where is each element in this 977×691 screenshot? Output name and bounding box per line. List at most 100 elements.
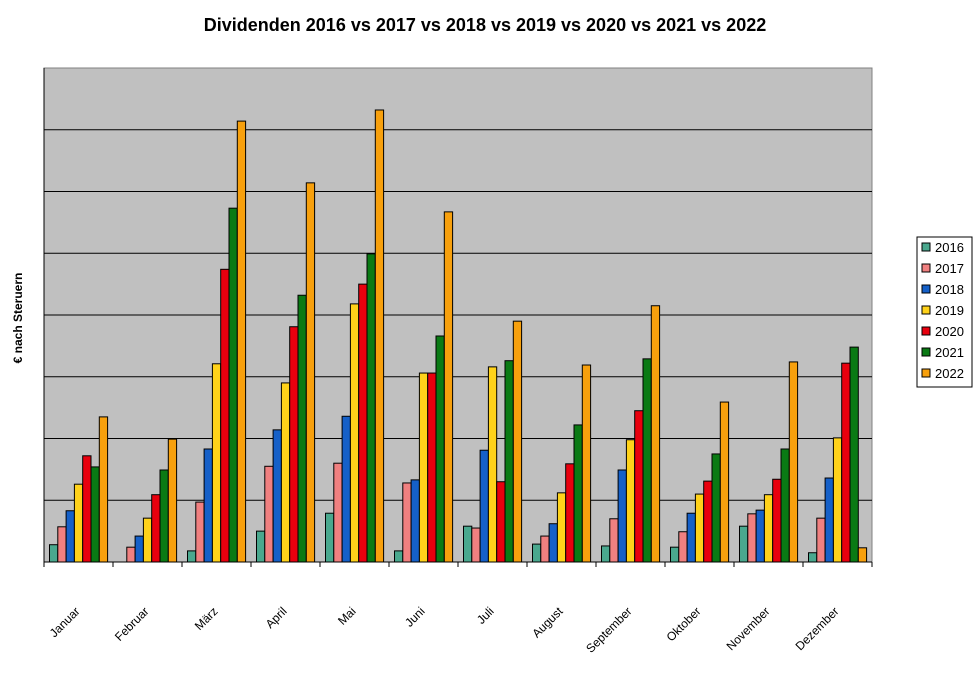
bar-2017-Januar: [57, 526, 67, 563]
bar-2016-November: [739, 525, 749, 563]
legend-label: 2017: [935, 261, 964, 276]
bar-2017-Mai: [333, 462, 343, 563]
bar-2019-September: [625, 439, 636, 563]
legend-label: 2018: [935, 282, 964, 297]
bar-2019-Oktober: [694, 493, 705, 563]
legend-label: 2020: [935, 324, 964, 339]
bar-2021-Juni: [435, 335, 445, 563]
x-tick-label: August: [529, 604, 566, 641]
chart-title: Dividenden 2016 vs 2017 vs 2018 vs 2019 …: [204, 15, 766, 35]
bar-2019-Januar: [73, 483, 84, 563]
bar-2017-November: [747, 513, 757, 563]
bar-2020-Dezember: [841, 362, 851, 563]
bar-2022-August: [581, 364, 592, 563]
bar-2016-Oktober: [670, 546, 680, 563]
bar-2019-Dezember: [832, 437, 843, 563]
bar-2016-März: [187, 550, 197, 563]
x-tick-label: September: [583, 604, 634, 655]
x-tick-label: Juni: [402, 604, 427, 629]
bar-2019-Juni: [418, 372, 429, 563]
bar-2021-September: [642, 358, 652, 563]
bar-2018-April: [272, 429, 282, 563]
bar-2019-November: [763, 494, 774, 563]
bar-2021-Mai: [366, 253, 376, 563]
bar-2022-Oktober: [719, 401, 730, 563]
bar-2022-Mai: [374, 109, 385, 563]
bar-2021-April: [297, 294, 307, 563]
x-tick-label: Oktober: [664, 604, 704, 644]
y-axis-label: € nach Steruern: [11, 273, 25, 364]
bar-2018-August: [548, 523, 558, 563]
x-tick-label: April: [263, 604, 290, 631]
legend-label: 2016: [935, 240, 964, 255]
x-tick-label: März: [192, 604, 221, 633]
legend-swatch-2021: [921, 347, 931, 357]
bar-2018-Oktober: [686, 512, 696, 563]
bar-2021-Juli: [504, 360, 514, 563]
legend-swatch-2017: [921, 263, 931, 273]
bar-2021-Februar: [159, 469, 169, 563]
bar-2021-Dezember: [849, 346, 859, 563]
legend-swatch-2019: [921, 305, 931, 315]
legend-swatch-2020: [921, 326, 931, 336]
bar-2021-März: [228, 207, 238, 563]
bar-2018-Juli: [479, 449, 489, 563]
bar-2021-Januar: [90, 466, 100, 563]
bar-2019-Februar: [142, 517, 153, 563]
bar-2022-März: [236, 120, 247, 563]
bar-2017-Juni: [402, 482, 412, 563]
bar-2016-Juni: [394, 550, 404, 563]
bar-2016-September: [601, 545, 611, 563]
bar-2017-September: [609, 518, 619, 563]
bar-2020-Juni: [427, 372, 437, 563]
legend-label: 2022: [935, 366, 964, 381]
bar-2020-März: [220, 268, 230, 563]
bar-2021-August: [573, 424, 583, 563]
bar-2016-Januar: [49, 544, 59, 563]
bar-2017-April: [264, 465, 274, 563]
x-tick-label: Dezember: [793, 604, 842, 653]
bar-2016-Dezember: [808, 552, 818, 563]
x-tick-label: November: [724, 604, 773, 653]
bar-2020-Oktober: [703, 480, 713, 563]
bar-2020-Januar: [82, 455, 92, 563]
bar-2019-August: [556, 492, 567, 563]
bar-2016-August: [532, 543, 542, 563]
bar-2022-Januar: [98, 416, 109, 563]
bar-2022-April: [305, 182, 316, 563]
x-tick-label: Februar: [112, 604, 152, 644]
bar-2019-Juli: [487, 366, 498, 563]
bar-2017-Februar: [126, 546, 136, 563]
bar-2020-September: [634, 410, 644, 563]
bar-2018-September: [617, 469, 627, 563]
bar-2020-Mai: [358, 283, 368, 563]
legend-label: 2019: [935, 303, 964, 318]
legend-swatch-2022: [921, 368, 931, 378]
bar-2022-Juli: [512, 320, 523, 563]
bar-2016-Juli: [463, 525, 473, 563]
bar-2018-Januar: [65, 510, 75, 563]
bar-2018-Juni: [410, 479, 420, 563]
bar-2018-Mai: [341, 415, 351, 563]
legend-swatch-2018: [921, 284, 931, 294]
x-tick-label: Mai: [335, 604, 359, 628]
bar-2022-September: [650, 305, 661, 563]
legend-label: 2021: [935, 345, 964, 360]
x-tick-label: Juli: [474, 604, 497, 627]
bar-2016-Mai: [325, 512, 335, 563]
bar-2016-April: [256, 530, 266, 563]
bar-2021-Oktober: [711, 453, 721, 563]
bar-2020-Februar: [151, 494, 161, 563]
bar-2018-März: [203, 448, 213, 563]
bar-2020-August: [565, 463, 575, 563]
bar-2019-April: [280, 382, 291, 563]
bar-2018-Februar: [134, 535, 144, 563]
bar-2022-Juni: [443, 211, 454, 563]
bar-2019-Mai: [349, 303, 360, 563]
bar-2017-Juli: [471, 527, 481, 563]
bar-2022-Februar: [167, 438, 178, 563]
bar-2018-Dezember: [824, 477, 834, 563]
bar-2018-November: [755, 509, 765, 563]
bar-2017-Oktober: [678, 531, 688, 563]
